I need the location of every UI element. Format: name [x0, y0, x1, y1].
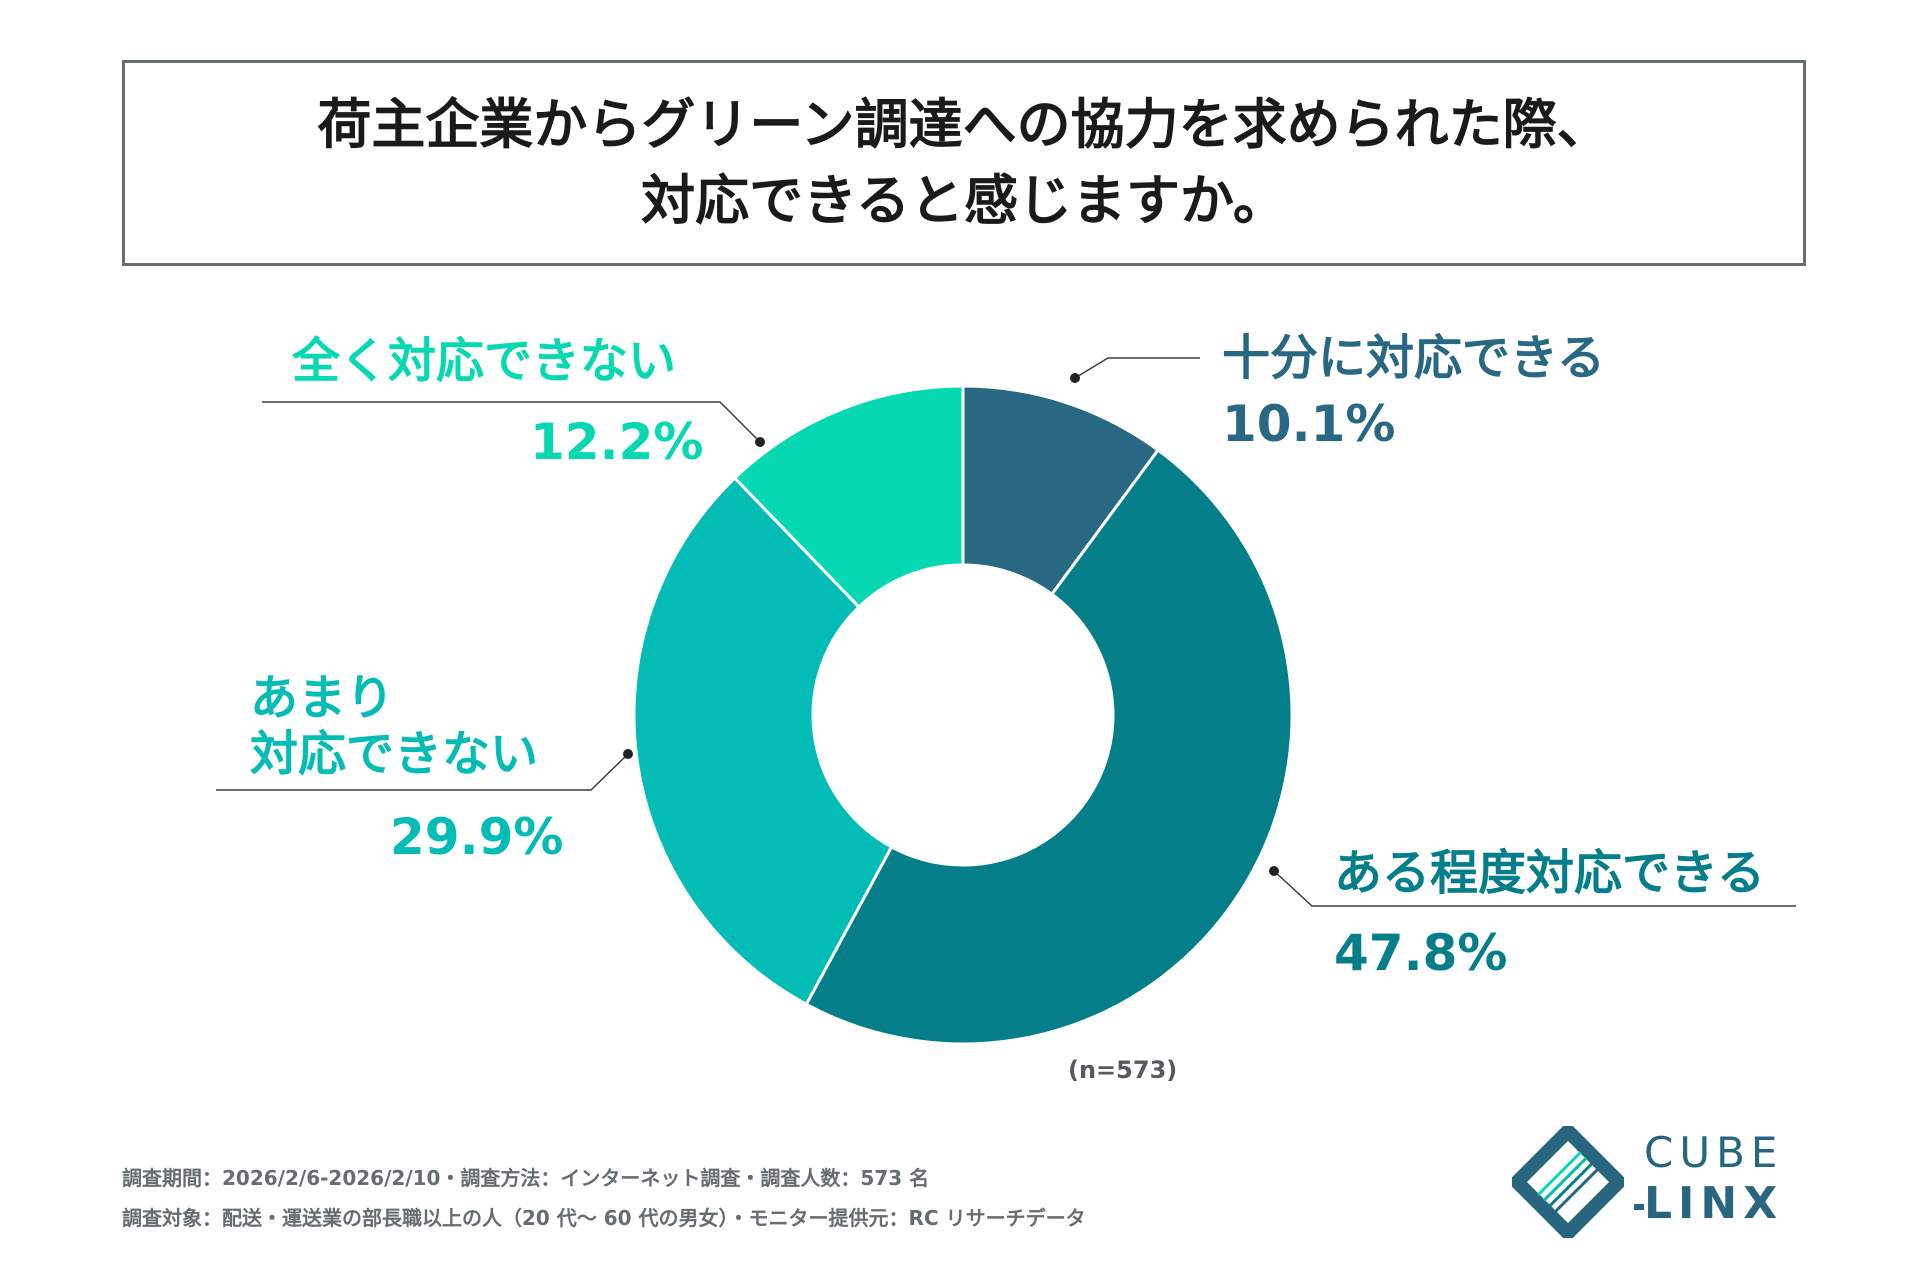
- sample-size-note: (n=573): [1068, 1056, 1178, 1084]
- slice-not-at-all: [732, 384, 965, 610]
- leader-not-much-line: [216, 753, 629, 791]
- slice-somewhat: [804, 447, 1294, 1046]
- leader-not-at-all-dot: [755, 437, 765, 447]
- leader-somewhat-line: [1273, 870, 1796, 907]
- leader-somewhat-dot: [1269, 866, 1279, 876]
- leader-not-at-all-line: [262, 401, 761, 443]
- label-pct-sufficient: 10.1%: [1222, 395, 1396, 453]
- logo-text-linx: LINX: [1644, 1178, 1784, 1229]
- footnote-survey-period: 調査期間：2026/2/6-2026/2/10・調査方法：インターネット調査・調…: [122, 1166, 930, 1190]
- label-category-not-much-line-2: 対応できない: [250, 726, 539, 782]
- leader-not-much-dot: [623, 749, 633, 759]
- label-category-not-at-all: 全く対応できない: [292, 333, 677, 389]
- label-category-sufficient: 十分に対応できる: [1222, 330, 1606, 386]
- footnote-survey-target: 調査対象：配送・運送業の部長職以上の人（20 代〜 60 代の男女）・モニター提…: [122, 1206, 1086, 1230]
- label-pct-somewhat: 47.8%: [1334, 924, 1508, 982]
- title-box: 荷主企業からグリーン調達への協力を求められた際、 対応できると感じますか。: [122, 60, 1806, 266]
- label-pct-not-at-all: 12.2%: [530, 413, 704, 471]
- logo-text-cube: CUBE: [1644, 1128, 1784, 1177]
- label-pct-not-much: 29.9%: [390, 808, 564, 866]
- label-category-not-much-line-1: あまり: [250, 670, 395, 726]
- cube-linx-logo: CUBE LINX: [1512, 1126, 1812, 1238]
- chart-title-line-1: 荷主企業からグリーン調達への協力を求められた際、: [317, 93, 1611, 156]
- chart-title-line-2: 対応できると感じますか。: [641, 169, 1287, 232]
- leader-sufficient-dot: [1070, 373, 1080, 383]
- leader-sufficient-line: [1074, 357, 1200, 379]
- cube-logo-icon: [1512, 1126, 1624, 1238]
- label-category-somewhat: ある程度対応できる: [1334, 845, 1766, 901]
- logo-dash: [1634, 1204, 1644, 1210]
- slice-not-much: [632, 475, 894, 1007]
